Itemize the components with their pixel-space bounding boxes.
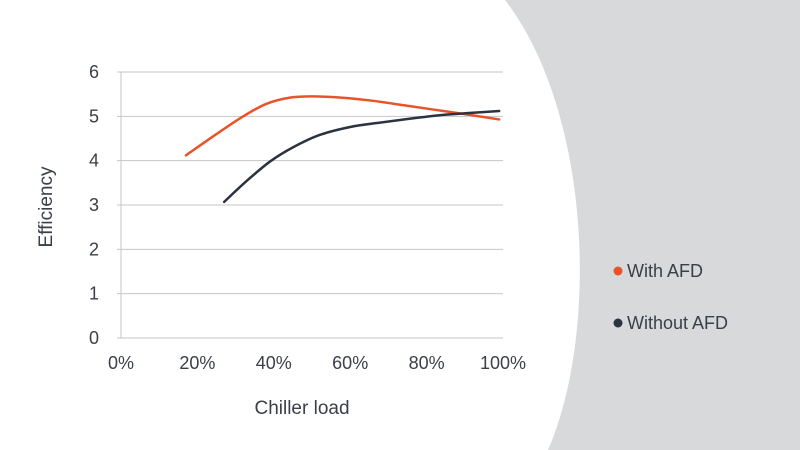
x-tick-label: 80% [409,353,445,373]
y-tick-label: 6 [89,62,99,82]
x-tick-label: 40% [256,353,292,373]
series-line [184,95,501,157]
y-tick-labels: 0 1 2 3 4 5 6 [89,62,99,348]
y-axis-title: Efficiency [36,166,57,247]
x-tick-label: 100% [480,353,526,373]
y-tick-label: 4 [89,151,99,171]
legend-label: Without AFD [627,313,728,333]
x-tick-labels: 0% 20% 40% 60% 80% 100% [108,353,526,373]
x-tick-label: 20% [179,353,215,373]
x-axis-title: Chiller load [254,398,349,419]
y-tick-label: 3 [89,195,99,215]
y-tick-label: 2 [89,239,99,259]
legend-label: With AFD [627,261,703,281]
legend-marker [613,266,623,276]
gridlines [117,71,503,339]
x-tick-label: 0% [108,353,134,373]
legend: With AFD Without AFD [613,261,728,333]
y-tick-label: 5 [89,106,99,126]
x-tick-label: 60% [332,353,368,373]
y-tick-label: 0 [89,328,99,348]
chart-background-arc [0,0,580,450]
series-line [222,109,501,204]
series-lines [184,95,501,204]
y-tick-label: 1 [89,284,99,304]
legend-marker [613,318,623,328]
